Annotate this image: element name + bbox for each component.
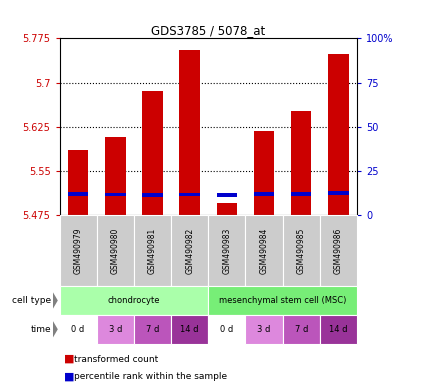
Text: 3 d: 3 d [109, 325, 122, 334]
Text: GSM490983: GSM490983 [222, 227, 231, 274]
Bar [68, 150, 88, 215]
Text: mesenchymal stem cell (MSC): mesenchymal stem cell (MSC) [219, 296, 346, 305]
Text: GSM490986: GSM490986 [334, 227, 343, 274]
Bar [291, 111, 312, 215]
Text: 14 d: 14 d [180, 325, 199, 334]
Text: 14 d: 14 d [329, 325, 348, 334]
Text: chondrocyte: chondrocyte [108, 296, 160, 305]
Text: GSM490982: GSM490982 [185, 227, 194, 274]
Text: 7 d: 7 d [295, 325, 308, 334]
Bar [217, 203, 237, 215]
Text: GSM490979: GSM490979 [74, 227, 82, 274]
Bar [291, 192, 312, 195]
Text: GSM490981: GSM490981 [148, 227, 157, 274]
Bar [179, 193, 200, 196]
Text: percentile rank within the sample: percentile rank within the sample [74, 372, 227, 381]
Bar [179, 50, 200, 215]
Bar [254, 131, 274, 215]
Text: 0 d: 0 d [71, 325, 85, 334]
Bar [142, 193, 163, 197]
Text: 0 d: 0 d [220, 325, 233, 334]
Bar [254, 192, 274, 195]
Text: transformed count: transformed count [74, 354, 159, 364]
Text: GSM490984: GSM490984 [260, 227, 269, 274]
Text: 3 d: 3 d [258, 325, 271, 334]
Text: GSM490985: GSM490985 [297, 227, 306, 274]
Bar [68, 192, 88, 195]
Bar [142, 91, 163, 215]
Bar [328, 192, 348, 195]
Text: cell type: cell type [12, 296, 51, 305]
Text: GSM490980: GSM490980 [111, 227, 120, 274]
Text: ■: ■ [64, 371, 74, 381]
Text: ■: ■ [64, 354, 74, 364]
Polygon shape [53, 321, 58, 338]
Bar [105, 137, 125, 215]
Bar [105, 193, 125, 196]
Title: GDS3785 / 5078_at: GDS3785 / 5078_at [151, 24, 265, 37]
Text: time: time [30, 325, 51, 334]
Text: 7 d: 7 d [146, 325, 159, 334]
Bar [328, 54, 348, 215]
Bar [217, 193, 237, 197]
Polygon shape [53, 292, 58, 309]
